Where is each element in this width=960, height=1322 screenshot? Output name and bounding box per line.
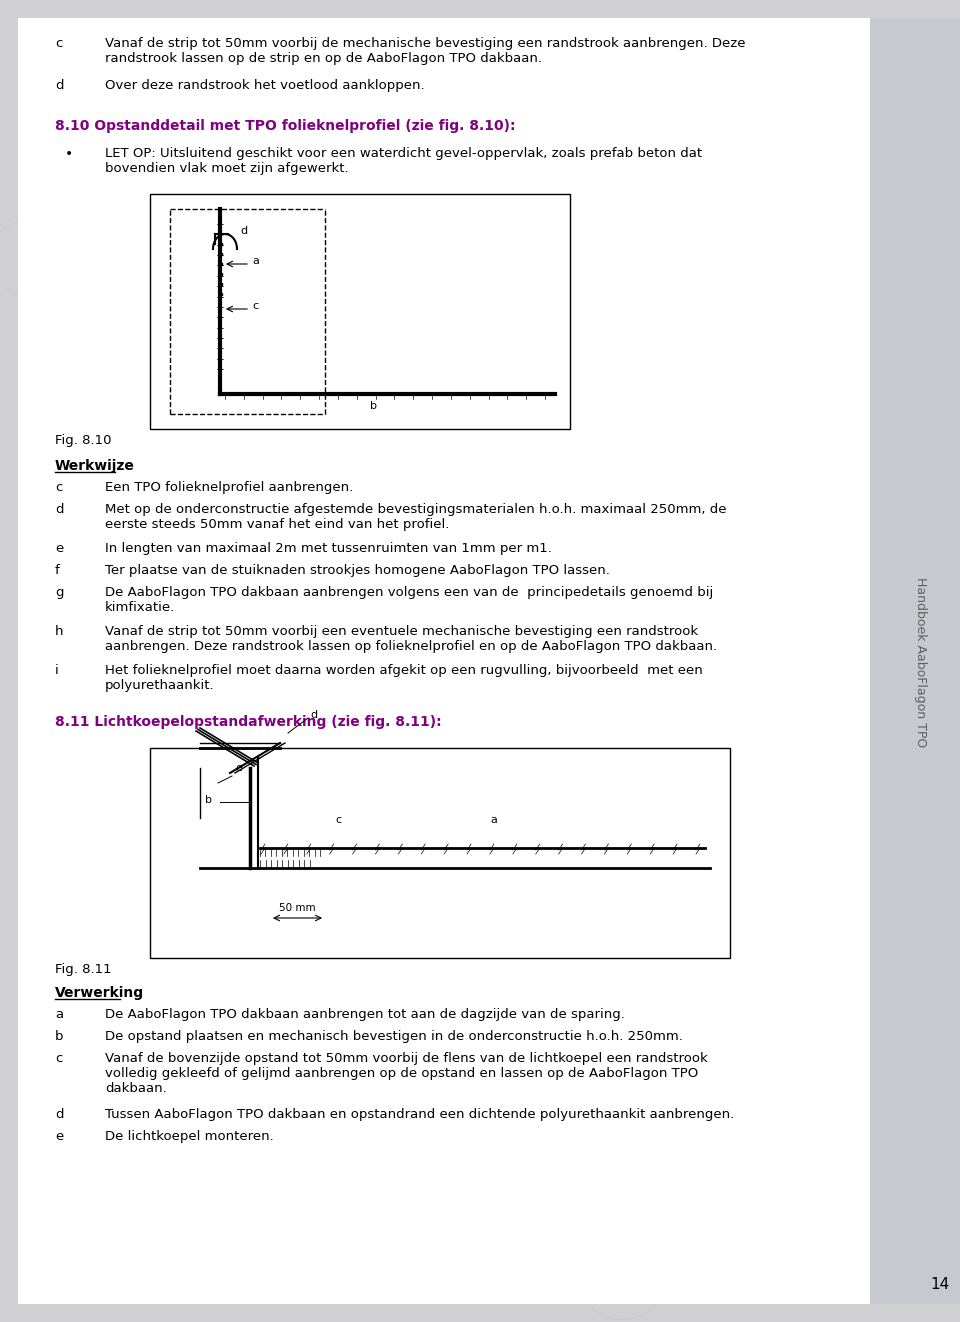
Text: Vanaf de strip tot 50mm voorbij een eventuele mechanische bevestiging een randst: Vanaf de strip tot 50mm voorbij een even… — [105, 625, 717, 653]
Text: 50 mm: 50 mm — [279, 903, 316, 914]
Text: Verwerking: Verwerking — [55, 986, 144, 999]
Text: b: b — [205, 795, 212, 805]
Text: b: b — [55, 1030, 63, 1043]
Text: e: e — [55, 542, 63, 555]
Text: Een TPO folieknelprofiel aanbrengen.: Een TPO folieknelprofiel aanbrengen. — [105, 481, 353, 494]
Text: d: d — [240, 226, 247, 237]
Text: Tussen AaboFlagon TPO dakbaan en opstandrand een dichtende polyurethaankit aanbr: Tussen AaboFlagon TPO dakbaan en opstand… — [105, 1108, 734, 1121]
Text: f: f — [55, 564, 60, 576]
Text: c: c — [252, 301, 258, 311]
Text: De lichtkoepel monteren.: De lichtkoepel monteren. — [105, 1130, 274, 1144]
Text: a: a — [490, 814, 497, 825]
Text: Over deze randstrook het voetlood aankloppen.: Over deze randstrook het voetlood aanklo… — [105, 79, 424, 93]
Text: Fig. 8.10: Fig. 8.10 — [55, 434, 111, 447]
Text: c: c — [55, 481, 62, 494]
Text: Werkwijze: Werkwijze — [55, 459, 134, 473]
Text: Met op de onderconstructie afgestemde bevestigingsmaterialen h.o.h. maximaal 250: Met op de onderconstructie afgestemde be… — [105, 502, 727, 531]
Text: c: c — [55, 1052, 62, 1066]
Text: De AaboFlagon TPO dakbaan aanbrengen tot aan de dagzijde van de sparing.: De AaboFlagon TPO dakbaan aanbrengen tot… — [105, 1007, 625, 1021]
Text: d: d — [55, 1108, 63, 1121]
Text: c: c — [335, 814, 341, 825]
Text: De opstand plaatsen en mechanisch bevestigen in de onderconstructie h.o.h. 250mm: De opstand plaatsen en mechanisch bevest… — [105, 1030, 683, 1043]
Text: d: d — [55, 502, 63, 516]
Text: 14: 14 — [930, 1277, 949, 1292]
Text: b: b — [370, 401, 377, 411]
Text: •: • — [65, 147, 73, 161]
Text: Handboek AaboFlagon TPO: Handboek AaboFlagon TPO — [914, 576, 926, 747]
Text: h: h — [55, 625, 63, 639]
Text: Vanaf de bovenzijde opstand tot 50mm voorbij de flens van de lichtkoepel een ran: Vanaf de bovenzijde opstand tot 50mm voo… — [105, 1052, 708, 1095]
Text: a: a — [55, 1007, 63, 1021]
Text: e: e — [55, 1130, 63, 1144]
Text: 8.11 Lichtkoepelopstandafwerking (zie fig. 8.11):: 8.11 Lichtkoepelopstandafwerking (zie fi… — [55, 715, 442, 728]
Bar — [150, 748, 730, 958]
Text: 8.10 Opstanddetail met TPO folieknelprofiel (zie fig. 8.10):: 8.10 Opstanddetail met TPO folieknelprof… — [55, 119, 516, 134]
Text: Het folieknelprofiel moet daarna worden afgekit op een rugvulling, bijvoorbeeld : Het folieknelprofiel moet daarna worden … — [105, 664, 703, 691]
Text: Ter plaatse van de stuiknaden strookjes homogene AaboFlagon TPO lassen.: Ter plaatse van de stuiknaden strookjes … — [105, 564, 610, 576]
Text: In lengten van maximaal 2m met tussenruimten van 1mm per m1.: In lengten van maximaal 2m met tussenrui… — [105, 542, 552, 555]
Bar — [150, 194, 570, 430]
Text: Vanaf de strip tot 50mm voorbij de mechanische bevestiging een randstrook aanbre: Vanaf de strip tot 50mm voorbij de mecha… — [105, 37, 746, 65]
Text: g: g — [55, 586, 63, 599]
Text: LET OP: Uitsluitend geschikt voor een waterdicht gevel-oppervlak, zoals prefab b: LET OP: Uitsluitend geschikt voor een wa… — [105, 147, 702, 175]
Bar — [870, 19, 960, 1303]
Text: c: c — [55, 37, 62, 50]
Text: De AaboFlagon TPO dakbaan aanbrengen volgens een van de  principedetails genoemd: De AaboFlagon TPO dakbaan aanbrengen vol… — [105, 586, 713, 613]
Text: d: d — [55, 79, 63, 93]
Text: Fig. 8.11: Fig. 8.11 — [55, 962, 111, 976]
Text: a: a — [252, 256, 259, 266]
Text: e: e — [235, 763, 242, 773]
Text: i: i — [55, 664, 59, 677]
Text: d: d — [310, 710, 317, 720]
